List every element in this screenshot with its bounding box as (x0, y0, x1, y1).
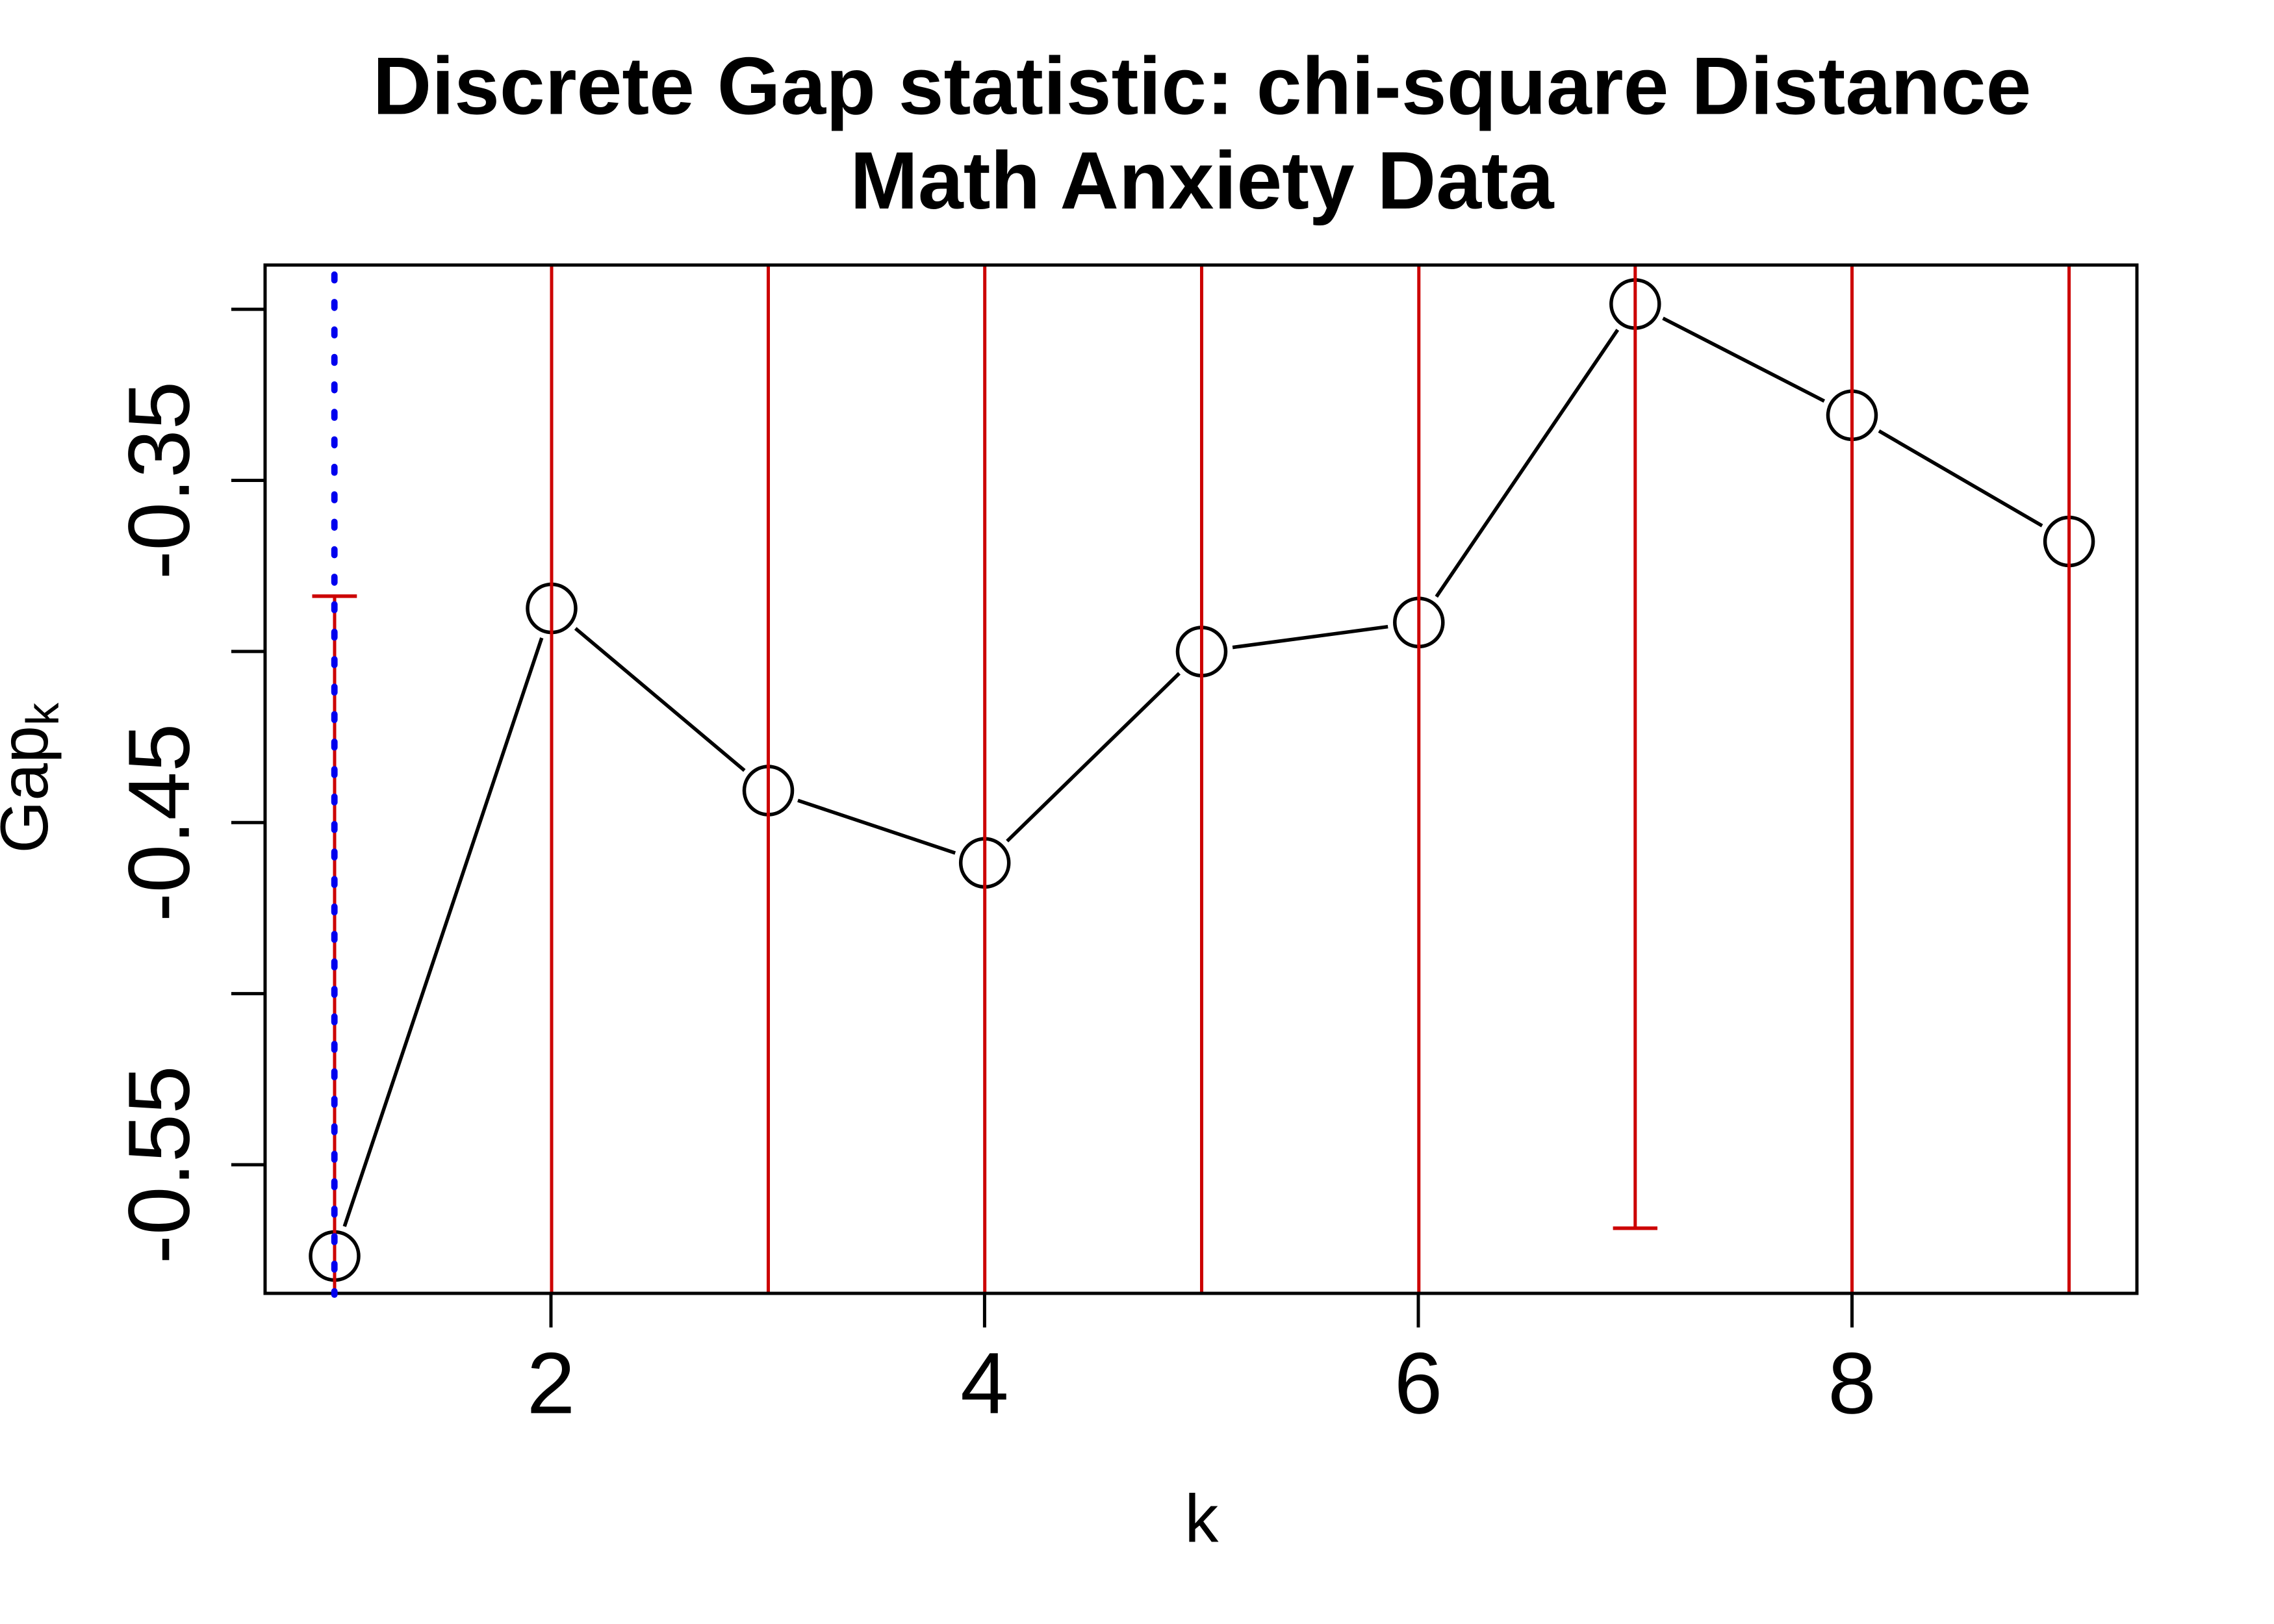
svg-text:2: 2 (527, 1335, 576, 1432)
svg-text:Gapk: Gapk (0, 702, 68, 854)
svg-text:-0.55: -0.55 (111, 1065, 208, 1263)
svg-text:4: 4 (960, 1335, 1009, 1432)
svg-text:Math Anxiety Data: Math Anxiety Data (850, 134, 1554, 226)
svg-text:k: k (1184, 1482, 1219, 1557)
svg-text:-0.45: -0.45 (111, 724, 208, 922)
svg-text:Discrete Gap statistic: chi-sq: Discrete Gap statistic: chi-square Dista… (373, 40, 2032, 132)
svg-text:-0.35: -0.35 (111, 381, 208, 579)
svg-text:6: 6 (1394, 1335, 1443, 1432)
svg-text:8: 8 (1828, 1335, 1876, 1432)
